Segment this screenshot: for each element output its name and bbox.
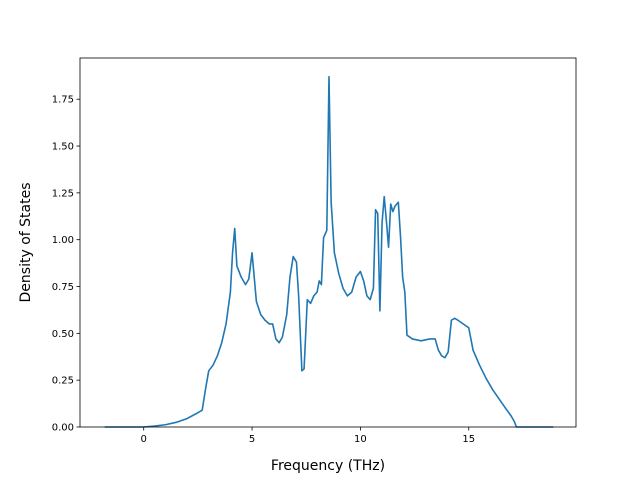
x-tick-label: 0	[141, 434, 147, 445]
x-tick-label: 10	[354, 434, 367, 445]
y-tick-label: 1.25	[52, 188, 74, 199]
y-tick-label: 0.25	[52, 376, 74, 387]
y-axis-label: Density of States	[18, 183, 34, 303]
plot-frame	[79, 57, 577, 428]
y-tick-label: 0.00	[52, 423, 74, 434]
x-tick-label: 5	[249, 434, 255, 445]
series-layer	[104, 75, 554, 428]
dos-series-line	[104, 75, 554, 428]
ticks-layer: 0 5 10 15 0.00 0.25 0.50 0.75 1.00 1.25 1.50 1.75	[52, 95, 475, 445]
x-axis-label: Frequency (THz)	[271, 458, 385, 474]
y-tick-label: 0.75	[52, 282, 74, 293]
y-tick-label: 1.75	[52, 95, 74, 106]
y-tick-label: 0.50	[52, 329, 74, 340]
y-tick-label: 1.50	[52, 142, 74, 153]
x-tick-label: 15	[462, 434, 475, 445]
y-tick-label: 1.00	[52, 235, 74, 246]
